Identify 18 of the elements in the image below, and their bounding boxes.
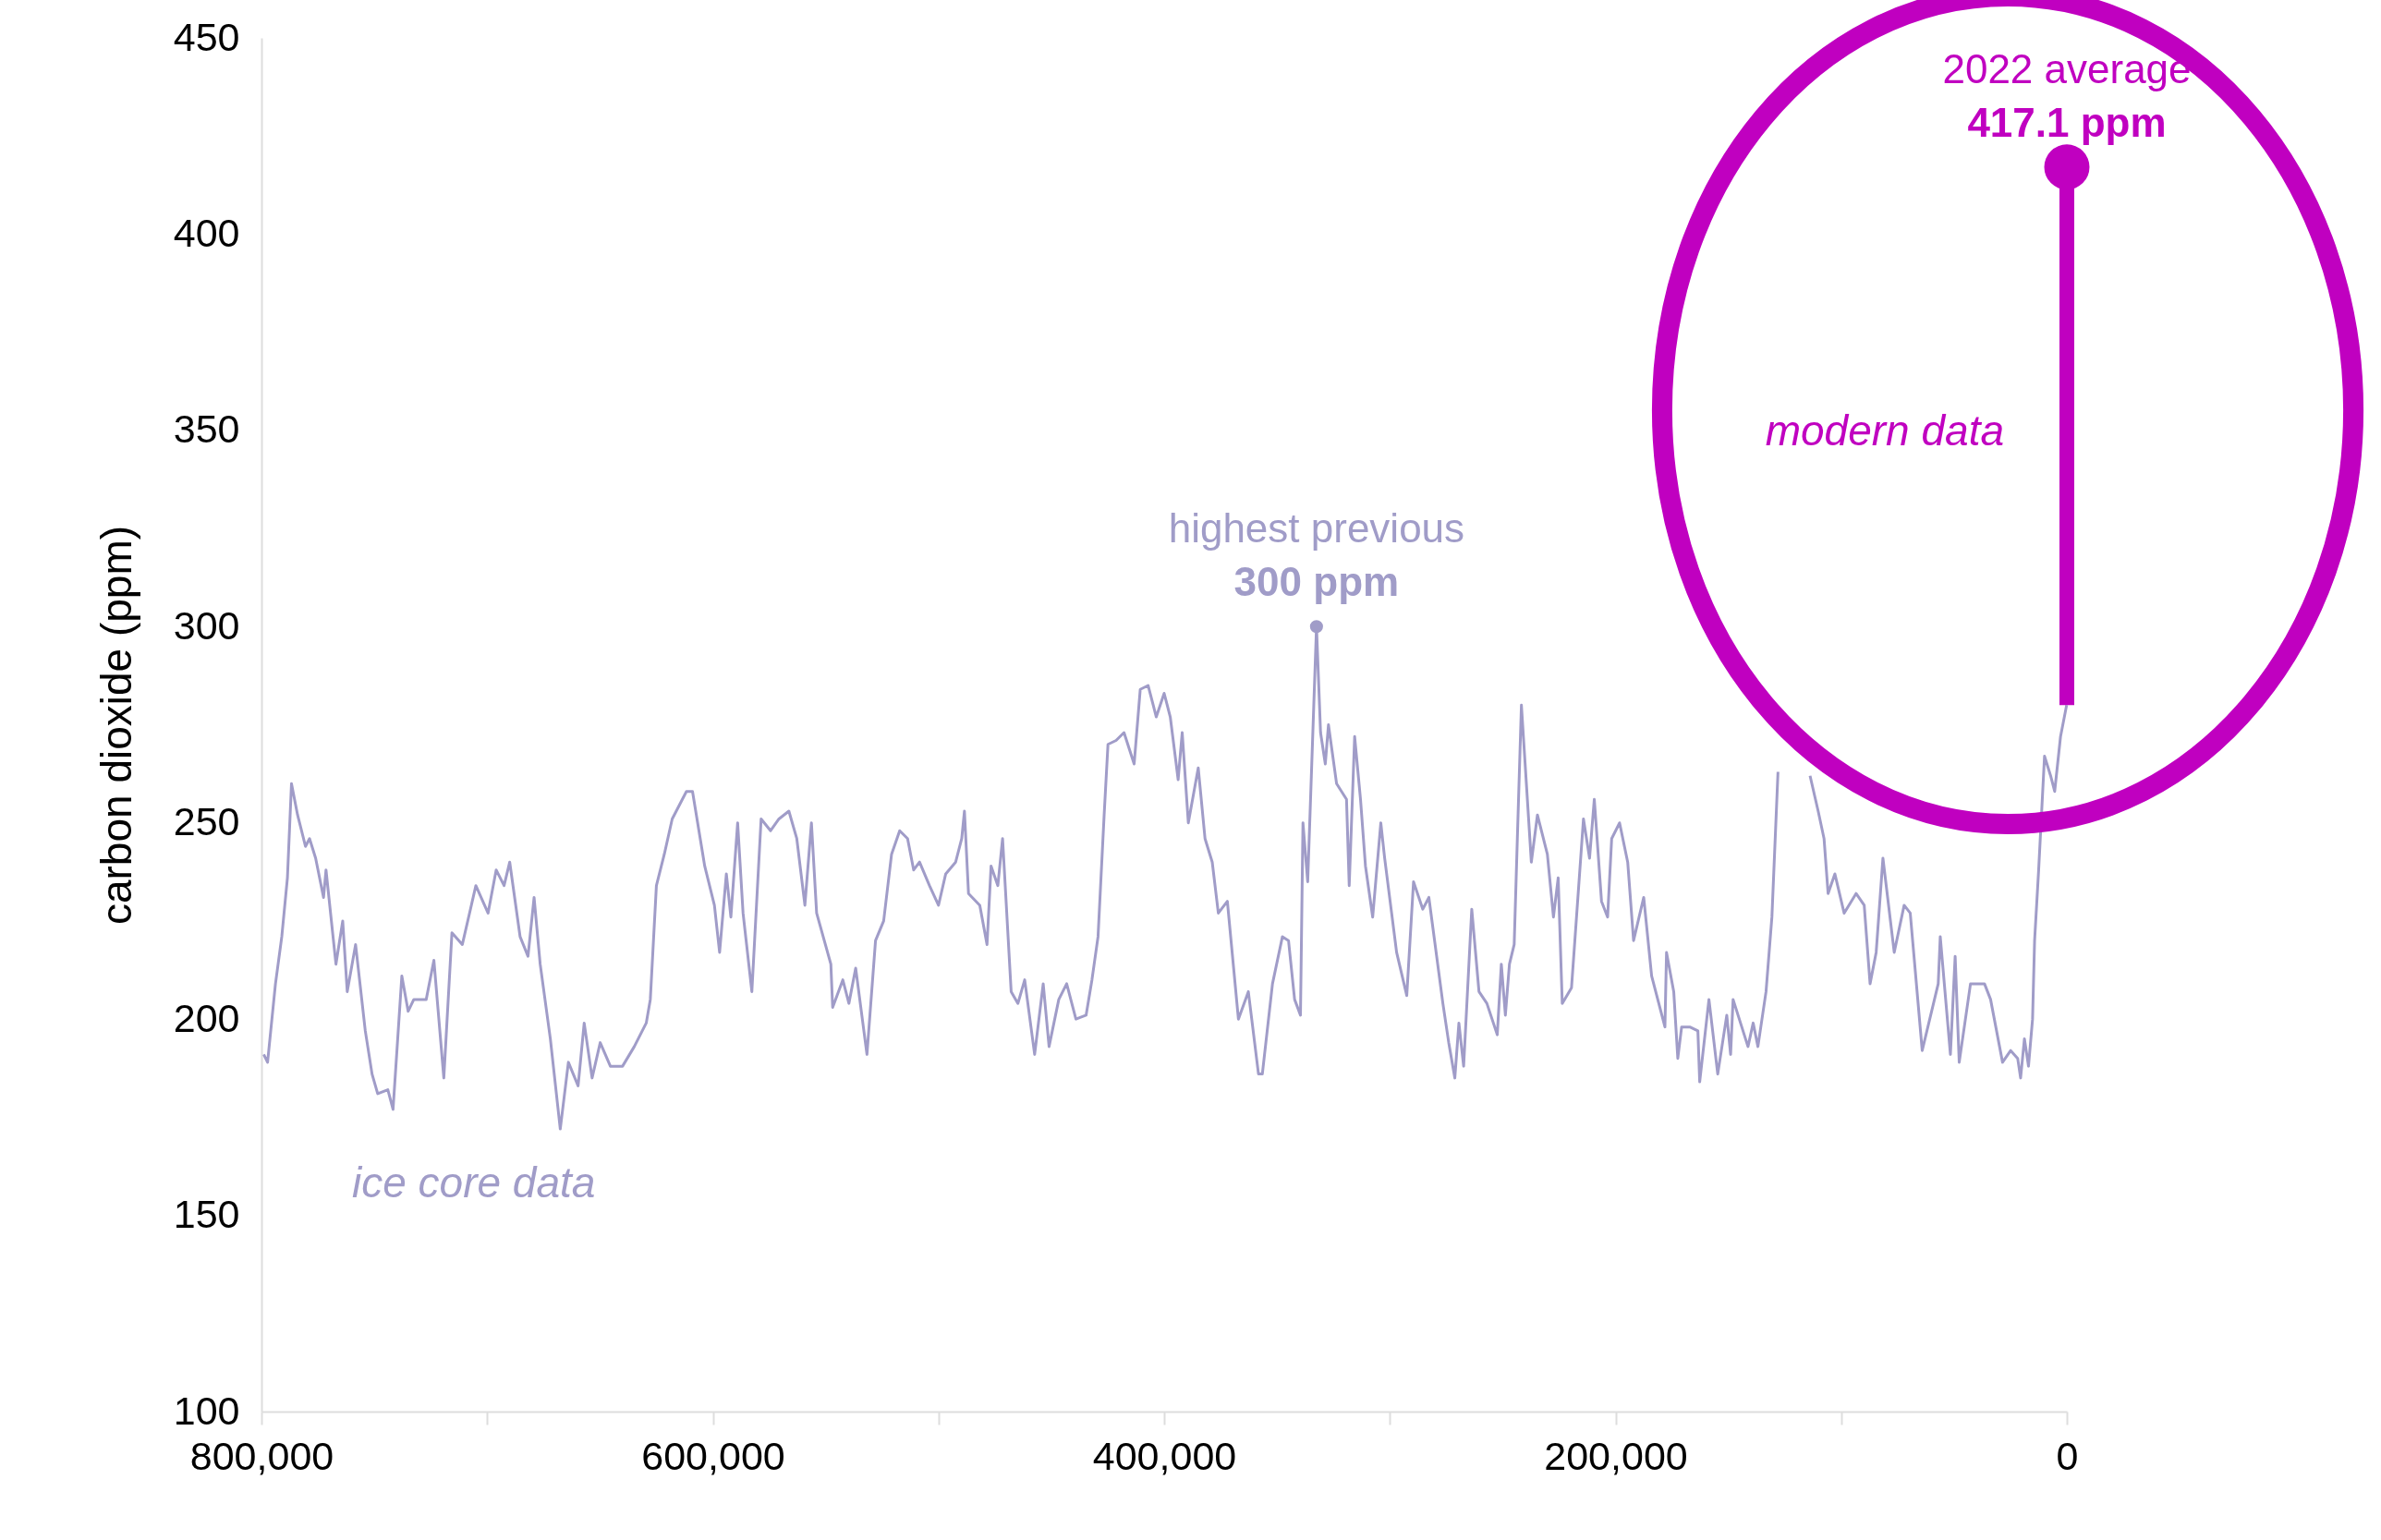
x-tick-label: 0 [2056, 1433, 2079, 1478]
annotation: 2022 average 417.1 ppm [1942, 45, 2192, 145]
y-tick-label: 150 [173, 1192, 240, 1237]
y-tick-label: 300 [173, 602, 240, 648]
x-tick-label: 800,000 [189, 1433, 334, 1478]
annotation: highest previous 300 ppm [1168, 505, 1465, 605]
x-tick-label: 200,000 [1544, 1433, 1688, 1478]
y-tick-label: 450 [173, 14, 240, 59]
series-label: ice core data [352, 1158, 596, 1207]
y-tick-label: 100 [173, 1388, 240, 1433]
series-label: modern data [1765, 406, 2004, 455]
y-tick-label: 400 [173, 210, 240, 255]
y-axis-title: carbon dioxide (ppm) [91, 525, 140, 926]
y-tick-label: 350 [173, 406, 240, 452]
y-tick-label: 250 [173, 799, 240, 844]
y-tick-label: 200 [173, 995, 240, 1040]
x-tick-label: 600,000 [641, 1433, 785, 1478]
x-tick-label: 400,000 [1092, 1433, 1237, 1478]
